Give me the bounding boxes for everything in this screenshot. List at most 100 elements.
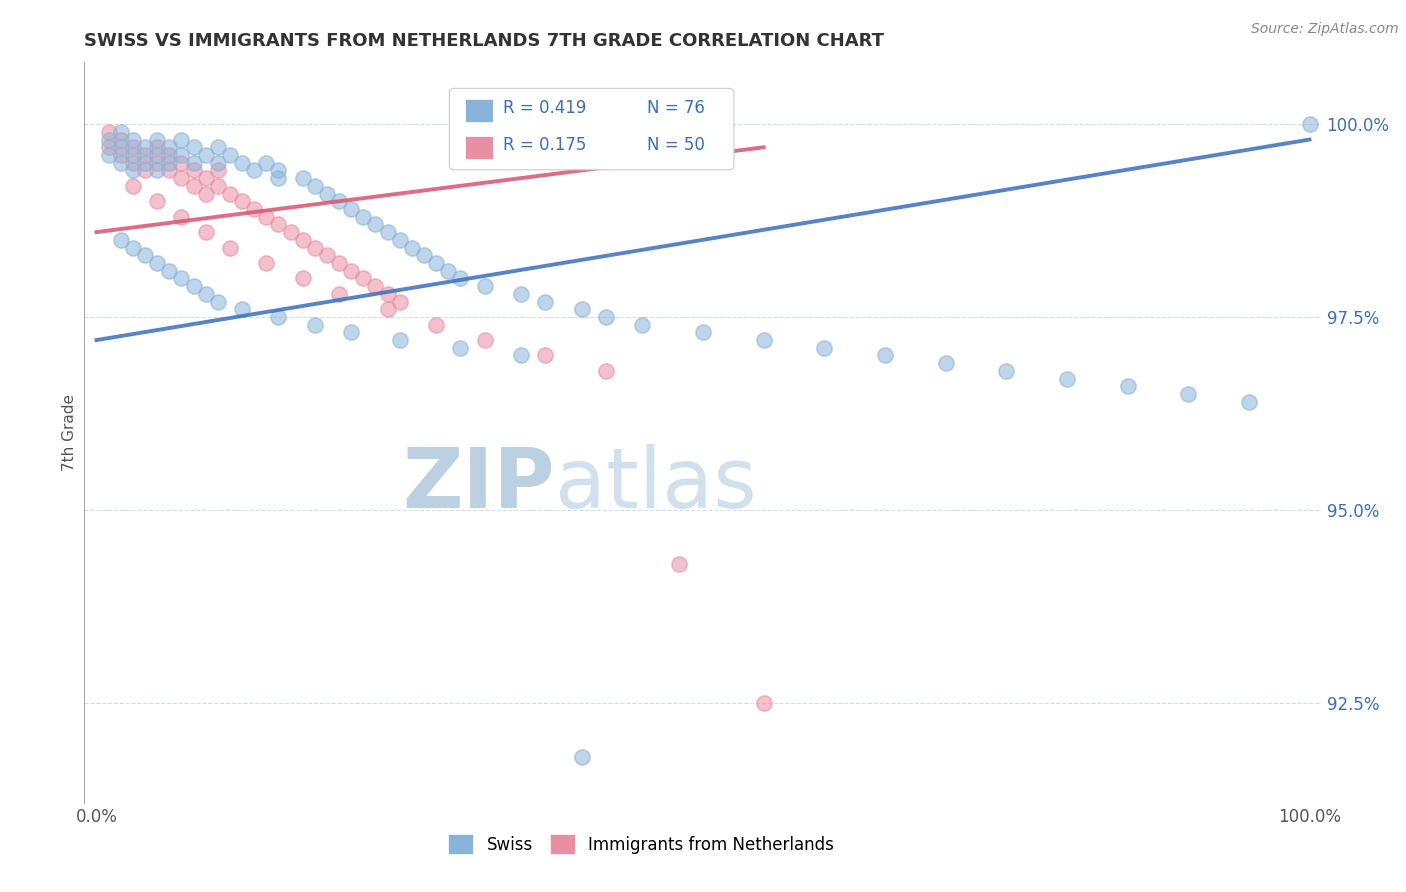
- Point: [328, 194, 350, 209]
- Point: [474, 333, 496, 347]
- Point: [170, 171, 193, 186]
- Point: [157, 163, 180, 178]
- Point: [388, 233, 411, 247]
- Point: [110, 140, 132, 154]
- Point: [170, 271, 193, 285]
- Point: [752, 333, 775, 347]
- Point: [243, 202, 266, 216]
- Point: [340, 263, 363, 277]
- Point: [134, 163, 156, 178]
- Point: [267, 218, 290, 232]
- Point: [110, 125, 132, 139]
- Point: [364, 218, 387, 232]
- Point: [183, 163, 205, 178]
- Point: [668, 557, 690, 571]
- Point: [219, 240, 242, 254]
- Point: [110, 148, 132, 162]
- Point: [97, 125, 120, 139]
- Point: [935, 356, 957, 370]
- Point: [110, 132, 132, 146]
- Text: Source: ZipAtlas.com: Source: ZipAtlas.com: [1251, 22, 1399, 37]
- Point: [157, 140, 180, 154]
- Point: [194, 186, 217, 201]
- Point: [146, 140, 169, 154]
- Point: [207, 178, 229, 193]
- Point: [304, 178, 326, 193]
- Point: [280, 225, 302, 239]
- Point: [340, 326, 363, 340]
- Point: [571, 302, 593, 317]
- Point: [157, 263, 180, 277]
- Point: [97, 148, 120, 162]
- Point: [437, 263, 460, 277]
- Point: [692, 326, 714, 340]
- Point: [134, 155, 156, 169]
- FancyBboxPatch shape: [465, 136, 492, 159]
- Point: [304, 318, 326, 332]
- Point: [207, 155, 229, 169]
- Point: [231, 194, 253, 209]
- Point: [352, 271, 374, 285]
- Point: [194, 171, 217, 186]
- Point: [1056, 371, 1078, 385]
- Point: [207, 163, 229, 178]
- Point: [449, 341, 471, 355]
- Point: [377, 286, 399, 301]
- Point: [291, 171, 314, 186]
- Point: [291, 271, 314, 285]
- Point: [183, 140, 205, 154]
- Text: atlas: atlas: [554, 444, 756, 525]
- Point: [231, 302, 253, 317]
- Point: [377, 225, 399, 239]
- Point: [194, 225, 217, 239]
- Point: [183, 178, 205, 193]
- Point: [170, 210, 193, 224]
- Point: [146, 132, 169, 146]
- Point: [134, 148, 156, 162]
- Point: [413, 248, 436, 262]
- Point: [170, 132, 193, 146]
- Text: N = 50: N = 50: [647, 136, 706, 154]
- Point: [146, 194, 169, 209]
- Point: [243, 163, 266, 178]
- Point: [207, 140, 229, 154]
- Point: [122, 240, 145, 254]
- Point: [340, 202, 363, 216]
- Point: [122, 140, 145, 154]
- Point: [595, 310, 617, 324]
- Point: [534, 349, 557, 363]
- Point: [388, 294, 411, 309]
- Point: [122, 148, 145, 162]
- Point: [122, 155, 145, 169]
- Point: [316, 186, 339, 201]
- Point: [995, 364, 1018, 378]
- Point: [631, 318, 654, 332]
- Point: [1237, 394, 1260, 409]
- Point: [122, 163, 145, 178]
- Text: N = 76: N = 76: [647, 99, 706, 118]
- Point: [328, 286, 350, 301]
- Point: [194, 286, 217, 301]
- Point: [534, 294, 557, 309]
- Point: [291, 233, 314, 247]
- FancyBboxPatch shape: [465, 99, 492, 121]
- Point: [425, 256, 447, 270]
- Point: [231, 155, 253, 169]
- Point: [146, 256, 169, 270]
- Point: [510, 286, 533, 301]
- Point: [364, 279, 387, 293]
- Point: [183, 155, 205, 169]
- Text: R = 0.419: R = 0.419: [502, 99, 586, 118]
- Point: [425, 318, 447, 332]
- Point: [134, 248, 156, 262]
- Point: [146, 148, 169, 162]
- Point: [474, 279, 496, 293]
- Point: [254, 210, 277, 224]
- Point: [183, 279, 205, 293]
- Point: [97, 140, 120, 154]
- Point: [110, 155, 132, 169]
- Point: [219, 148, 242, 162]
- Text: ZIP: ZIP: [402, 444, 554, 525]
- Point: [194, 148, 217, 162]
- Point: [388, 333, 411, 347]
